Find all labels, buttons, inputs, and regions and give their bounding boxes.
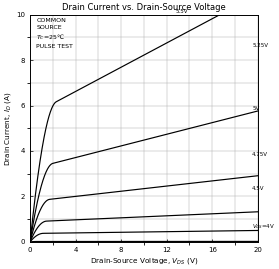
Text: 5.5V: 5.5V <box>176 9 188 14</box>
Text: $V_{GS}$=4V: $V_{GS}$=4V <box>252 222 275 231</box>
Text: 4.75V: 4.75V <box>252 152 268 157</box>
Text: 5V: 5V <box>252 107 259 111</box>
Text: COMMON
SOURCE
$T_C$=25℃
PULSE TEST: COMMON SOURCE $T_C$=25℃ PULSE TEST <box>36 18 73 49</box>
Title: Drain Current vs. Drain-Source Voltage: Drain Current vs. Drain-Source Voltage <box>62 3 226 12</box>
Y-axis label: Drain Current, $I_D$ (A): Drain Current, $I_D$ (A) <box>3 91 13 165</box>
Text: 5.25V: 5.25V <box>252 43 268 48</box>
X-axis label: Drain-Source Voltage, $V_{DS}$ (V): Drain-Source Voltage, $V_{DS}$ (V) <box>90 256 198 266</box>
Text: 4.5V: 4.5V <box>252 186 264 191</box>
